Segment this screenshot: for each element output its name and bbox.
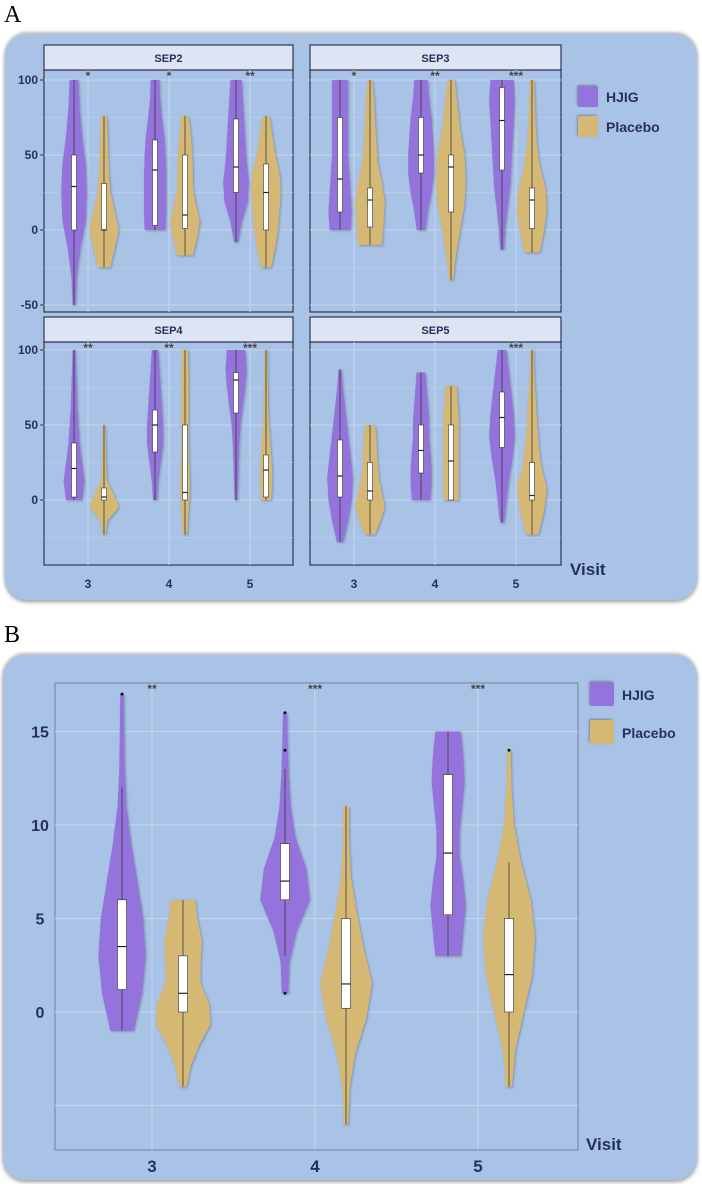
violin-hjig-SEP3-visit4-box bbox=[418, 117, 424, 174]
violin-placebo-SEP5-visit5-box bbox=[529, 462, 535, 501]
significance-SEP2-visit3: * bbox=[86, 69, 91, 83]
violin-hjig-SEP5-visit5-box bbox=[499, 391, 505, 448]
violin-placebo-visit5-outlier bbox=[507, 748, 511, 752]
facet-title-SEP4: SEP4 bbox=[154, 325, 183, 337]
y-tick-label: 15 bbox=[31, 725, 49, 742]
violin-hjig-SEP2-visit3-box bbox=[71, 154, 77, 231]
legend-label-hjig: HJIG bbox=[622, 687, 655, 703]
violin-placebo-SEP3-visit4-box bbox=[448, 154, 454, 213]
y-tick-label: 0 bbox=[31, 223, 38, 237]
x-tick-label: 4 bbox=[166, 577, 173, 591]
significance-SEP4-visit3: ** bbox=[83, 341, 93, 355]
x-axis-label: Visit bbox=[570, 560, 606, 579]
panel-b-label: B bbox=[4, 622, 21, 648]
y-tick-label: 50 bbox=[25, 418, 39, 432]
significance-SEP3-visit3: * bbox=[352, 69, 357, 83]
legend-swatch-placebo bbox=[578, 116, 598, 137]
violin-placebo-visit3-box bbox=[178, 955, 188, 1013]
violin-hjig-SEP5-visit4-box bbox=[418, 424, 424, 474]
legend-swatch-hjig bbox=[578, 86, 598, 107]
y-tick-label: 0 bbox=[31, 493, 38, 507]
violin-hjig-SEP4-visit5-box bbox=[233, 372, 239, 414]
violin-hjig-visit4-outlier bbox=[283, 991, 287, 995]
x-tick-label: 3 bbox=[85, 577, 92, 591]
violin-placebo-visit4-box bbox=[341, 918, 351, 1009]
x-tick-label: 5 bbox=[247, 577, 254, 591]
facet-header-SEP3 bbox=[309, 44, 562, 71]
significance-SEP3-visit4: ** bbox=[430, 69, 440, 83]
violin-placebo-SEP2-visit3-box bbox=[101, 183, 107, 231]
violin-placebo-visit5-box bbox=[504, 918, 514, 1013]
y-tick-label: 100 bbox=[18, 73, 38, 87]
violin-placebo-SEP3-visit5-box bbox=[529, 187, 535, 229]
facet-title-SEP5: SEP5 bbox=[421, 325, 449, 337]
violin-placebo-SEP3-visit3-box bbox=[367, 187, 373, 228]
significance-visit3: ** bbox=[147, 682, 157, 696]
significance-SEP4-visit4: ** bbox=[164, 341, 174, 355]
violin-placebo-SEP2-visit5-box bbox=[263, 163, 269, 231]
violin-placebo-SEP5-visit4-box bbox=[448, 424, 454, 501]
violin-placebo-SEP5-visit3-box bbox=[367, 462, 373, 501]
x-tick-label: 3 bbox=[351, 577, 358, 591]
violin-placebo-SEP4-visit3-box bbox=[101, 487, 107, 501]
significance-SEP3-visit5: *** bbox=[509, 69, 523, 83]
violin-hjig-visit3-box bbox=[117, 899, 127, 990]
significance-visit4: *** bbox=[308, 682, 322, 696]
x-tick-label: 5 bbox=[473, 1157, 482, 1176]
violin-hjig-SEP3-visit3-box bbox=[337, 117, 343, 213]
violin-hjig-visit4-outlier bbox=[283, 711, 287, 715]
legend-label-hjig: HJIG bbox=[606, 89, 639, 105]
significance-SEP2-visit5: ** bbox=[245, 69, 255, 83]
violin-hjig-SEP4-visit3-box bbox=[71, 442, 77, 498]
x-tick-label: 5 bbox=[513, 577, 520, 591]
significance-visit5: *** bbox=[471, 682, 485, 696]
facet-title-SEP3: SEP3 bbox=[421, 53, 449, 65]
violin-hjig-visit4-outlier bbox=[283, 748, 287, 752]
legend-label-placebo: Placebo bbox=[606, 119, 660, 135]
violin-placebo-SEP4-visit4-box bbox=[182, 424, 188, 501]
panel-a-label: A bbox=[4, 2, 22, 28]
violin-hjig-visit4-box bbox=[280, 843, 290, 901]
y-tick-label: 0 bbox=[36, 1005, 45, 1022]
y-tick-label: 10 bbox=[31, 818, 49, 835]
violin-hjig-SEP5-visit3-box bbox=[337, 439, 343, 498]
legend-label-placebo: Placebo bbox=[622, 725, 676, 741]
facet-header-SEP4 bbox=[43, 316, 294, 343]
violin-hjig-SEP2-visit4-box bbox=[152, 139, 158, 226]
y-tick-label: 5 bbox=[36, 912, 45, 929]
x-tick-label: 4 bbox=[310, 1157, 320, 1176]
violin-hjig-SEP2-visit5-box bbox=[233, 118, 239, 193]
y-tick-label: 100 bbox=[18, 343, 38, 357]
x-tick-label: 4 bbox=[432, 577, 439, 591]
significance-SEP4-visit5: *** bbox=[243, 341, 257, 355]
violin-placebo-SEP2-visit4-box bbox=[182, 154, 188, 229]
significance-SEP5-visit5: *** bbox=[509, 341, 523, 355]
x-axis-label: Visit bbox=[586, 1135, 622, 1154]
violin-hjig-visit5-box bbox=[443, 774, 453, 916]
violin-hjig-SEP3-visit5-box bbox=[499, 87, 505, 171]
legend-swatch-placebo bbox=[590, 720, 614, 744]
y-tick-label: 50 bbox=[25, 148, 39, 162]
y-tick-label: -50 bbox=[21, 298, 39, 312]
violin-hjig-SEP4-visit4-box bbox=[152, 409, 158, 453]
facet-title-SEP2: SEP2 bbox=[154, 53, 182, 65]
legend-swatch-hjig bbox=[590, 682, 614, 706]
violin-hjig-visit3-outlier bbox=[120, 692, 124, 696]
x-tick-label: 3 bbox=[147, 1157, 156, 1176]
significance-SEP2-visit4: * bbox=[167, 69, 172, 83]
violin-placebo-SEP4-visit5-box bbox=[263, 454, 269, 498]
